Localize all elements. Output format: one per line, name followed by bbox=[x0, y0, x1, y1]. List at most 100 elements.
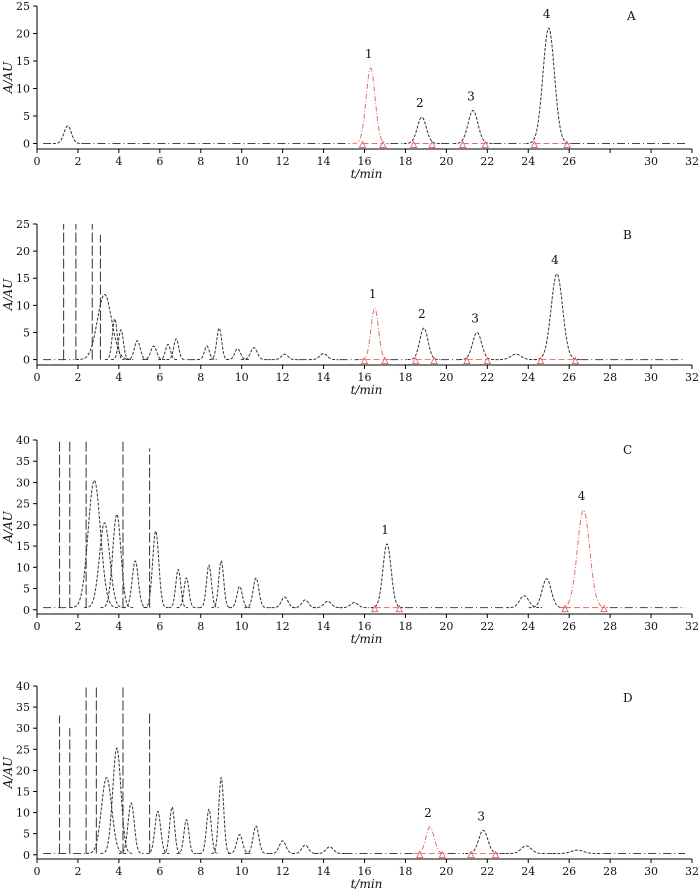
integration-marker bbox=[467, 850, 475, 858]
peak-2 bbox=[403, 116, 440, 144]
x-tick-label: 10 bbox=[235, 620, 249, 633]
peak-1 bbox=[352, 67, 389, 144]
y-tick-label: 0 bbox=[23, 138, 30, 151]
peak bbox=[100, 513, 134, 609]
panel-a-axes: 0 2 4 6 8 10 12 14 16 18 20 22 24 26 30 320510152025t/m… bbox=[1, 0, 699, 181]
integration-marker bbox=[360, 356, 369, 365]
x-tick-label: 8 bbox=[197, 155, 204, 168]
y-tick-label: 10 bbox=[16, 561, 30, 574]
peak-2 bbox=[407, 327, 441, 361]
peak bbox=[314, 846, 345, 855]
panel-letter: C bbox=[623, 443, 632, 457]
x-tick-label: 26 bbox=[562, 620, 576, 633]
y-tick-label: 20 bbox=[16, 245, 30, 258]
peak-label-3: 3 bbox=[471, 311, 479, 325]
y-tick-label: 15 bbox=[16, 785, 30, 798]
x-tick-label: 30 bbox=[644, 620, 658, 633]
integration-marker bbox=[358, 140, 367, 148]
y-axis-title: A/AU bbox=[1, 278, 15, 311]
peak bbox=[198, 808, 220, 854]
panel-letter: D bbox=[623, 691, 633, 705]
peak bbox=[110, 329, 131, 361]
peak bbox=[291, 844, 319, 855]
y-tick-label: 25 bbox=[16, 0, 30, 13]
panel-c-axes: 0 2 4 6 8 10 12 14 16 18 20 22 24 26 28 30 3205101520253… bbox=[1, 434, 699, 646]
x-tick-label: 14 bbox=[317, 620, 331, 633]
x-tick-label: 22 bbox=[480, 620, 494, 633]
x-tick-label: 4 bbox=[115, 620, 122, 633]
panel-b: 0 2 4 6 8 10 12 14 16 18 20 22 24 26 28 30 320510152025t… bbox=[1, 218, 699, 397]
integration-marker bbox=[483, 356, 492, 365]
y-tick-label: 5 bbox=[23, 583, 30, 596]
peak bbox=[75, 294, 134, 361]
x-tick-label: 6 bbox=[156, 865, 163, 878]
peak bbox=[52, 125, 83, 144]
x-tick-label: 0 bbox=[34, 620, 41, 633]
x-tick-label: 4 bbox=[115, 155, 122, 168]
x-tick-label: 14 bbox=[317, 865, 331, 878]
peak bbox=[166, 338, 187, 361]
y-axis-title: A/AU bbox=[1, 61, 15, 94]
x-tick-label: 14 bbox=[317, 155, 331, 168]
x-tick-label: 20 bbox=[439, 865, 453, 878]
panel-b-axes: 0 2 4 6 8 10 12 14 16 18 20 22 24 26 28 30 320510152025t… bbox=[1, 218, 699, 397]
x-tick-label: 26 bbox=[562, 371, 576, 384]
peak-3 bbox=[465, 829, 502, 855]
y-tick-label: 0 bbox=[23, 604, 30, 617]
peak bbox=[142, 345, 166, 361]
y-tick-label: 40 bbox=[16, 680, 30, 693]
x-tick-label: 2 bbox=[74, 620, 81, 633]
x-tick-label: 0 bbox=[34, 865, 41, 878]
peak bbox=[176, 577, 197, 609]
x-tick-label: 32 bbox=[685, 371, 699, 384]
integration-marker bbox=[395, 604, 404, 613]
peak-3 bbox=[459, 331, 496, 361]
peak bbox=[308, 353, 339, 361]
integration-marker bbox=[379, 140, 387, 148]
peak-1 bbox=[370, 543, 404, 609]
peak bbox=[312, 600, 343, 609]
y-tick-label: 15 bbox=[16, 540, 30, 553]
y-tick-label: 20 bbox=[16, 28, 30, 41]
integration-marker bbox=[561, 604, 569, 613]
peak bbox=[122, 560, 148, 609]
peak bbox=[84, 522, 126, 609]
y-tick-label: 20 bbox=[16, 764, 30, 777]
x-axis-title: t/min bbox=[351, 383, 383, 397]
x-tick-label: 28 bbox=[603, 865, 617, 878]
y-axis-title: A/AU bbox=[1, 510, 15, 543]
x-tick-label: 24 bbox=[521, 865, 535, 878]
x-tick-label: 22 bbox=[480, 865, 494, 878]
x-tick-label: 8 bbox=[197, 620, 204, 633]
x-tick-label: 30 bbox=[644, 371, 658, 384]
x-tick-label: 16 bbox=[358, 371, 372, 384]
x-tick-label: 12 bbox=[276, 865, 290, 878]
integration-marker bbox=[411, 356, 420, 365]
peak-2 bbox=[413, 826, 447, 855]
integration-marker bbox=[428, 140, 436, 148]
peak bbox=[211, 777, 232, 854]
peak bbox=[100, 747, 134, 854]
x-tick-label: 6 bbox=[156, 371, 163, 384]
x-tick-label: 16 bbox=[358, 865, 372, 878]
panel-letter: B bbox=[623, 228, 632, 242]
x-tick-label: 26 bbox=[562, 865, 576, 878]
y-axis-title: A/AU bbox=[1, 756, 15, 789]
integration-marker bbox=[600, 604, 608, 613]
x-tick-label: 10 bbox=[235, 865, 249, 878]
x-tick-label: 18 bbox=[398, 155, 412, 168]
x-tick-label: 28 bbox=[603, 620, 617, 633]
peak-label-2: 2 bbox=[424, 806, 432, 820]
x-tick-label: 32 bbox=[685, 155, 699, 168]
x-tick-label: 18 bbox=[398, 865, 412, 878]
x-tick-label: 6 bbox=[156, 155, 163, 168]
integration-marker bbox=[409, 140, 418, 148]
peak-4 bbox=[533, 273, 580, 361]
x-tick-label: 12 bbox=[276, 155, 290, 168]
x-tick-label: 16 bbox=[358, 155, 372, 168]
peak-3 bbox=[453, 110, 493, 144]
peak-label-3: 3 bbox=[467, 90, 475, 104]
x-tick-label: 10 bbox=[235, 155, 249, 168]
peak-label-2: 2 bbox=[418, 307, 426, 321]
peak bbox=[162, 806, 183, 854]
